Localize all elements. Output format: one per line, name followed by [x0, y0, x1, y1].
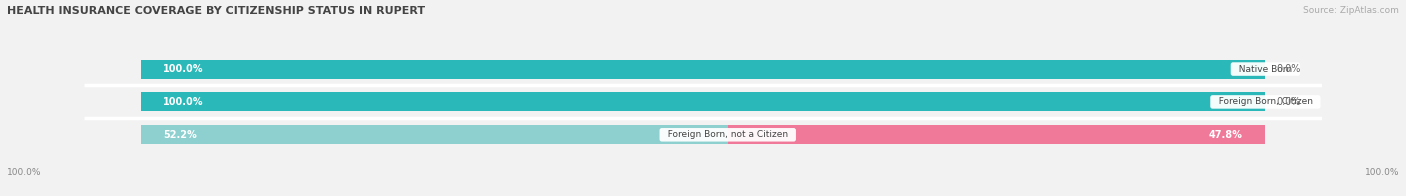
Text: Native Born: Native Born: [1233, 64, 1298, 74]
Text: 0.0%: 0.0%: [1277, 64, 1301, 74]
Text: 100.0%: 100.0%: [7, 168, 42, 177]
Bar: [141, 92, 1265, 112]
Text: 100.0%: 100.0%: [163, 97, 204, 107]
Bar: [141, 60, 1265, 79]
Text: 100.0%: 100.0%: [1364, 168, 1399, 177]
Text: 52.2%: 52.2%: [163, 130, 197, 140]
Text: 0.0%: 0.0%: [1277, 97, 1301, 107]
Bar: [141, 92, 1265, 112]
Bar: [141, 125, 1265, 144]
Text: 47.8%: 47.8%: [1209, 130, 1243, 140]
Text: 100.0%: 100.0%: [163, 64, 204, 74]
Bar: [728, 125, 1265, 144]
Bar: [141, 125, 728, 144]
Text: HEALTH INSURANCE COVERAGE BY CITIZENSHIP STATUS IN RUPERT: HEALTH INSURANCE COVERAGE BY CITIZENSHIP…: [7, 6, 425, 16]
Bar: [141, 60, 1265, 79]
Text: Source: ZipAtlas.com: Source: ZipAtlas.com: [1303, 6, 1399, 15]
Text: Foreign Born, Citizen: Foreign Born, Citizen: [1212, 97, 1319, 106]
Text: Foreign Born, not a Citizen: Foreign Born, not a Citizen: [662, 130, 793, 139]
